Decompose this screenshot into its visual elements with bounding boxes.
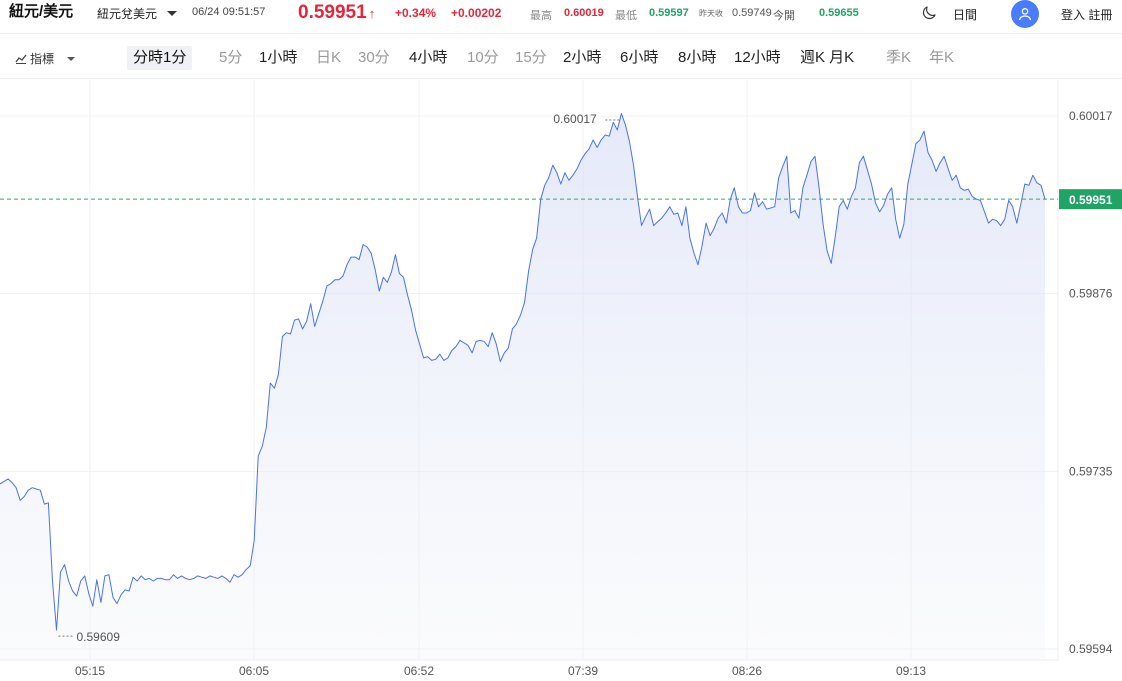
tab-6h[interactable]: 6小時 bbox=[620, 49, 659, 66]
quote-header: 紐元/美元 紐元兌美元 06/24 09:51:57 0.59951 ↑ +0.… bbox=[0, 0, 1122, 34]
indicator-icon bbox=[15, 54, 27, 64]
high-label: 最高 bbox=[530, 10, 552, 22]
price-line bbox=[0, 113, 1046, 631]
tab-quarterly[interactable]: 季K bbox=[886, 49, 912, 66]
user-icon bbox=[1019, 7, 1031, 21]
user-avatar[interactable] bbox=[1011, 0, 1039, 28]
y-tick-label: 0.60017 bbox=[1069, 109, 1113, 123]
low-value: 0.59597 bbox=[649, 7, 689, 19]
indicator-dropdown[interactable]: 指標 bbox=[15, 50, 76, 67]
open-value: 0.59655 bbox=[819, 7, 859, 19]
tab-daily[interactable]: 日K bbox=[316, 49, 342, 66]
chart-svg[interactable]: 0.60017 0.59876 0.59735 0.59594 05:15 06:05 06… bbox=[0, 80, 1122, 681]
login-register-link[interactable]: 登入 註冊 bbox=[1061, 8, 1113, 22]
chevron-down-icon bbox=[67, 56, 76, 61]
tab-1min[interactable]: 分時1分 bbox=[127, 46, 193, 70]
tab-12h[interactable]: 12小時 bbox=[734, 49, 781, 66]
tab-30min[interactable]: 30分 bbox=[358, 49, 390, 66]
moon-icon[interactable] bbox=[920, 4, 938, 22]
tab-8h[interactable]: 8小時 bbox=[678, 49, 717, 66]
x-tick-label: 06:52 bbox=[404, 664, 434, 678]
open-label: 今開 bbox=[773, 10, 795, 22]
tab-10min[interactable]: 10分 bbox=[467, 49, 499, 66]
instrument-selector[interactable]: 紐元兌美元 bbox=[97, 5, 178, 22]
tab-yearly[interactable]: 年K bbox=[929, 49, 955, 66]
chevron-down-icon bbox=[167, 11, 178, 16]
interval-toolbar: 指標 分時1分 5分 1小時 日K 30分 4小時 10分 15分 2小時 6小… bbox=[0, 35, 1122, 79]
last-price-value: 0.59951 bbox=[298, 2, 367, 23]
tab-4h[interactable]: 4小時 bbox=[409, 49, 448, 66]
tab-1h[interactable]: 1小時 bbox=[259, 49, 298, 66]
tab-5min[interactable]: 5分 bbox=[219, 49, 243, 66]
y-tick-label: 0.59876 bbox=[1069, 287, 1113, 301]
prev-close-label: 昨天收 bbox=[699, 9, 723, 18]
price-area-fill bbox=[0, 113, 1045, 660]
last-price: 0.59951 ↑ bbox=[298, 2, 375, 24]
low-label: 最低 bbox=[615, 10, 637, 22]
theme-toggle-label[interactable]: 日間 bbox=[953, 8, 978, 22]
pair-title: 紐元/美元 bbox=[9, 3, 74, 20]
price-chart[interactable]: 0.60017 0.59876 0.59735 0.59594 05:15 06:05 06… bbox=[0, 80, 1122, 681]
tab-2h[interactable]: 2小時 bbox=[563, 49, 602, 66]
arrow-up-icon: ↑ bbox=[368, 5, 376, 21]
high-value: 0.60019 bbox=[564, 7, 604, 19]
tab-weekly-monthly[interactable]: 週K 月K bbox=[800, 49, 855, 66]
x-tick-label: 06:05 bbox=[239, 664, 269, 678]
y-tick-label: 0.59594 bbox=[1069, 642, 1113, 656]
current-price-badge-text: 0.59951 bbox=[1069, 193, 1113, 207]
quote-timestamp: 06/24 09:51:57 bbox=[192, 6, 266, 18]
current-price-badge bbox=[1059, 189, 1122, 210]
x-tick-label: 08:26 bbox=[732, 664, 762, 678]
tab-15min[interactable]: 15分 bbox=[515, 49, 547, 66]
prev-close-value: 0.59749 bbox=[732, 7, 772, 19]
x-tick-label: 07:39 bbox=[568, 664, 598, 678]
x-tick-label: 05:15 bbox=[75, 664, 105, 678]
max-price-annotation: 0.60017 bbox=[553, 112, 597, 126]
instrument-name: 紐元兌美元 bbox=[97, 7, 158, 21]
change-absolute: +0.00202 bbox=[451, 6, 502, 20]
x-tick-label: 09:13 bbox=[896, 664, 926, 678]
indicator-label: 指標 bbox=[30, 52, 55, 66]
min-price-annotation: 0.59609 bbox=[76, 630, 120, 644]
y-tick-label: 0.59735 bbox=[1069, 464, 1113, 478]
change-percent: +0.34% bbox=[395, 6, 437, 20]
